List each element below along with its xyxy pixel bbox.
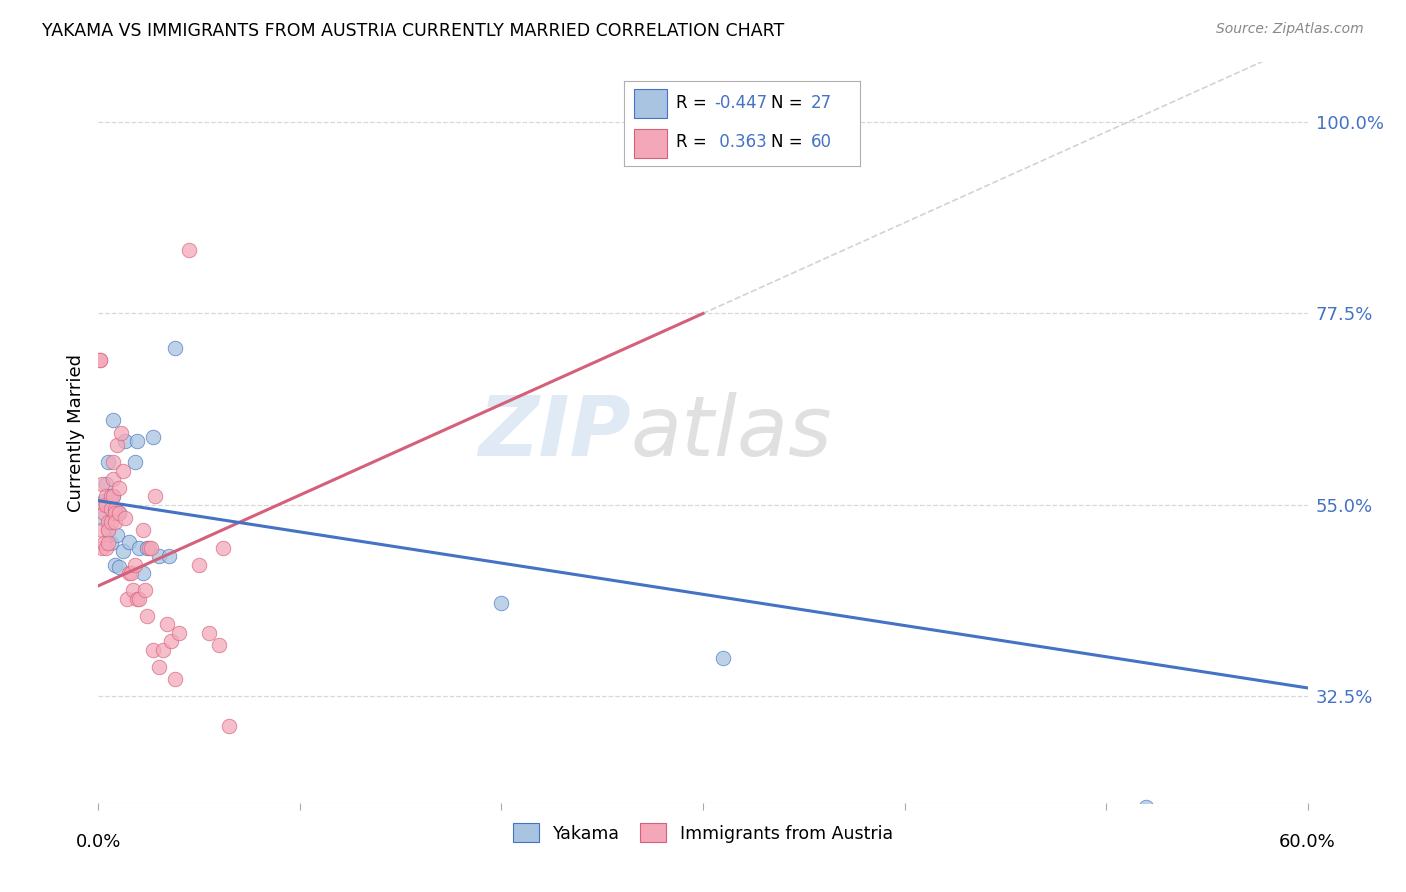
Text: ZIP: ZIP <box>478 392 630 473</box>
Point <box>128 591 150 606</box>
Point <box>132 566 155 580</box>
Point <box>212 541 235 555</box>
Point <box>118 566 141 580</box>
Point <box>97 524 120 538</box>
Point <box>101 490 124 504</box>
Point <box>218 719 240 733</box>
Point <box>91 476 114 491</box>
Point <box>156 617 179 632</box>
Point <box>89 353 111 368</box>
Point <box>91 510 114 524</box>
Point <box>93 498 115 512</box>
Point <box>167 625 190 640</box>
Y-axis label: Currently Married: Currently Married <box>66 353 84 512</box>
Point <box>132 524 155 538</box>
Text: Source: ZipAtlas.com: Source: ZipAtlas.com <box>1216 22 1364 37</box>
Point <box>91 524 114 538</box>
Point <box>101 413 124 427</box>
Point <box>1135 800 1157 814</box>
Point <box>97 515 120 529</box>
Point <box>96 476 118 491</box>
Point <box>103 507 125 521</box>
Point <box>128 541 150 555</box>
Point <box>107 507 129 521</box>
Point <box>105 438 128 452</box>
Point <box>97 455 120 469</box>
Point <box>89 353 111 368</box>
Point <box>148 549 170 563</box>
Point <box>125 434 148 449</box>
Point <box>96 498 118 512</box>
Point <box>107 481 129 495</box>
Point <box>105 527 128 541</box>
Point <box>120 566 142 580</box>
Point <box>107 560 129 574</box>
Point <box>114 510 136 524</box>
Text: YAKAMA VS IMMIGRANTS FROM AUSTRIA CURRENTLY MARRIED CORRELATION CHART: YAKAMA VS IMMIGRANTS FROM AUSTRIA CURREN… <box>42 22 785 40</box>
Point <box>97 524 120 538</box>
Point <box>107 507 129 521</box>
Text: 0.0%: 0.0% <box>76 832 121 851</box>
Point <box>711 651 734 665</box>
Point <box>101 472 124 486</box>
Point <box>179 243 201 257</box>
Point <box>93 493 115 508</box>
Point <box>121 582 143 597</box>
Point <box>103 515 125 529</box>
Point <box>135 541 157 555</box>
Point <box>115 591 138 606</box>
Point <box>125 591 148 606</box>
Point <box>91 541 114 555</box>
Point <box>103 502 125 516</box>
Point <box>124 558 146 572</box>
Point <box>491 596 513 610</box>
Point <box>114 434 136 449</box>
Legend: Yakama, Immigrants from Austria: Yakama, Immigrants from Austria <box>506 816 900 850</box>
Point <box>93 507 115 521</box>
Point <box>163 673 186 687</box>
Point <box>101 455 124 469</box>
Point <box>111 544 134 558</box>
Point <box>142 642 165 657</box>
Point <box>124 455 146 469</box>
Point <box>96 490 118 504</box>
Point <box>142 430 165 444</box>
Point <box>100 515 122 529</box>
Point <box>148 659 170 673</box>
Point <box>135 608 157 623</box>
Point <box>208 639 231 653</box>
Point <box>97 536 120 550</box>
Point <box>118 535 141 549</box>
Text: atlas: atlas <box>630 392 832 473</box>
Point <box>101 490 124 504</box>
Point <box>143 490 166 504</box>
Point <box>93 536 115 550</box>
Point <box>96 541 118 555</box>
Point <box>160 634 183 648</box>
Point <box>111 464 134 478</box>
Point <box>139 541 162 555</box>
Point <box>138 541 160 555</box>
Point <box>100 502 122 516</box>
Point <box>163 341 186 355</box>
Point <box>188 558 211 572</box>
Point <box>100 536 122 550</box>
Point <box>157 549 180 563</box>
Point <box>103 558 125 572</box>
Point <box>152 642 174 657</box>
Text: 60.0%: 60.0% <box>1279 832 1336 851</box>
Point <box>198 625 221 640</box>
Point <box>110 425 132 440</box>
Point <box>100 490 122 504</box>
Point <box>134 582 156 597</box>
